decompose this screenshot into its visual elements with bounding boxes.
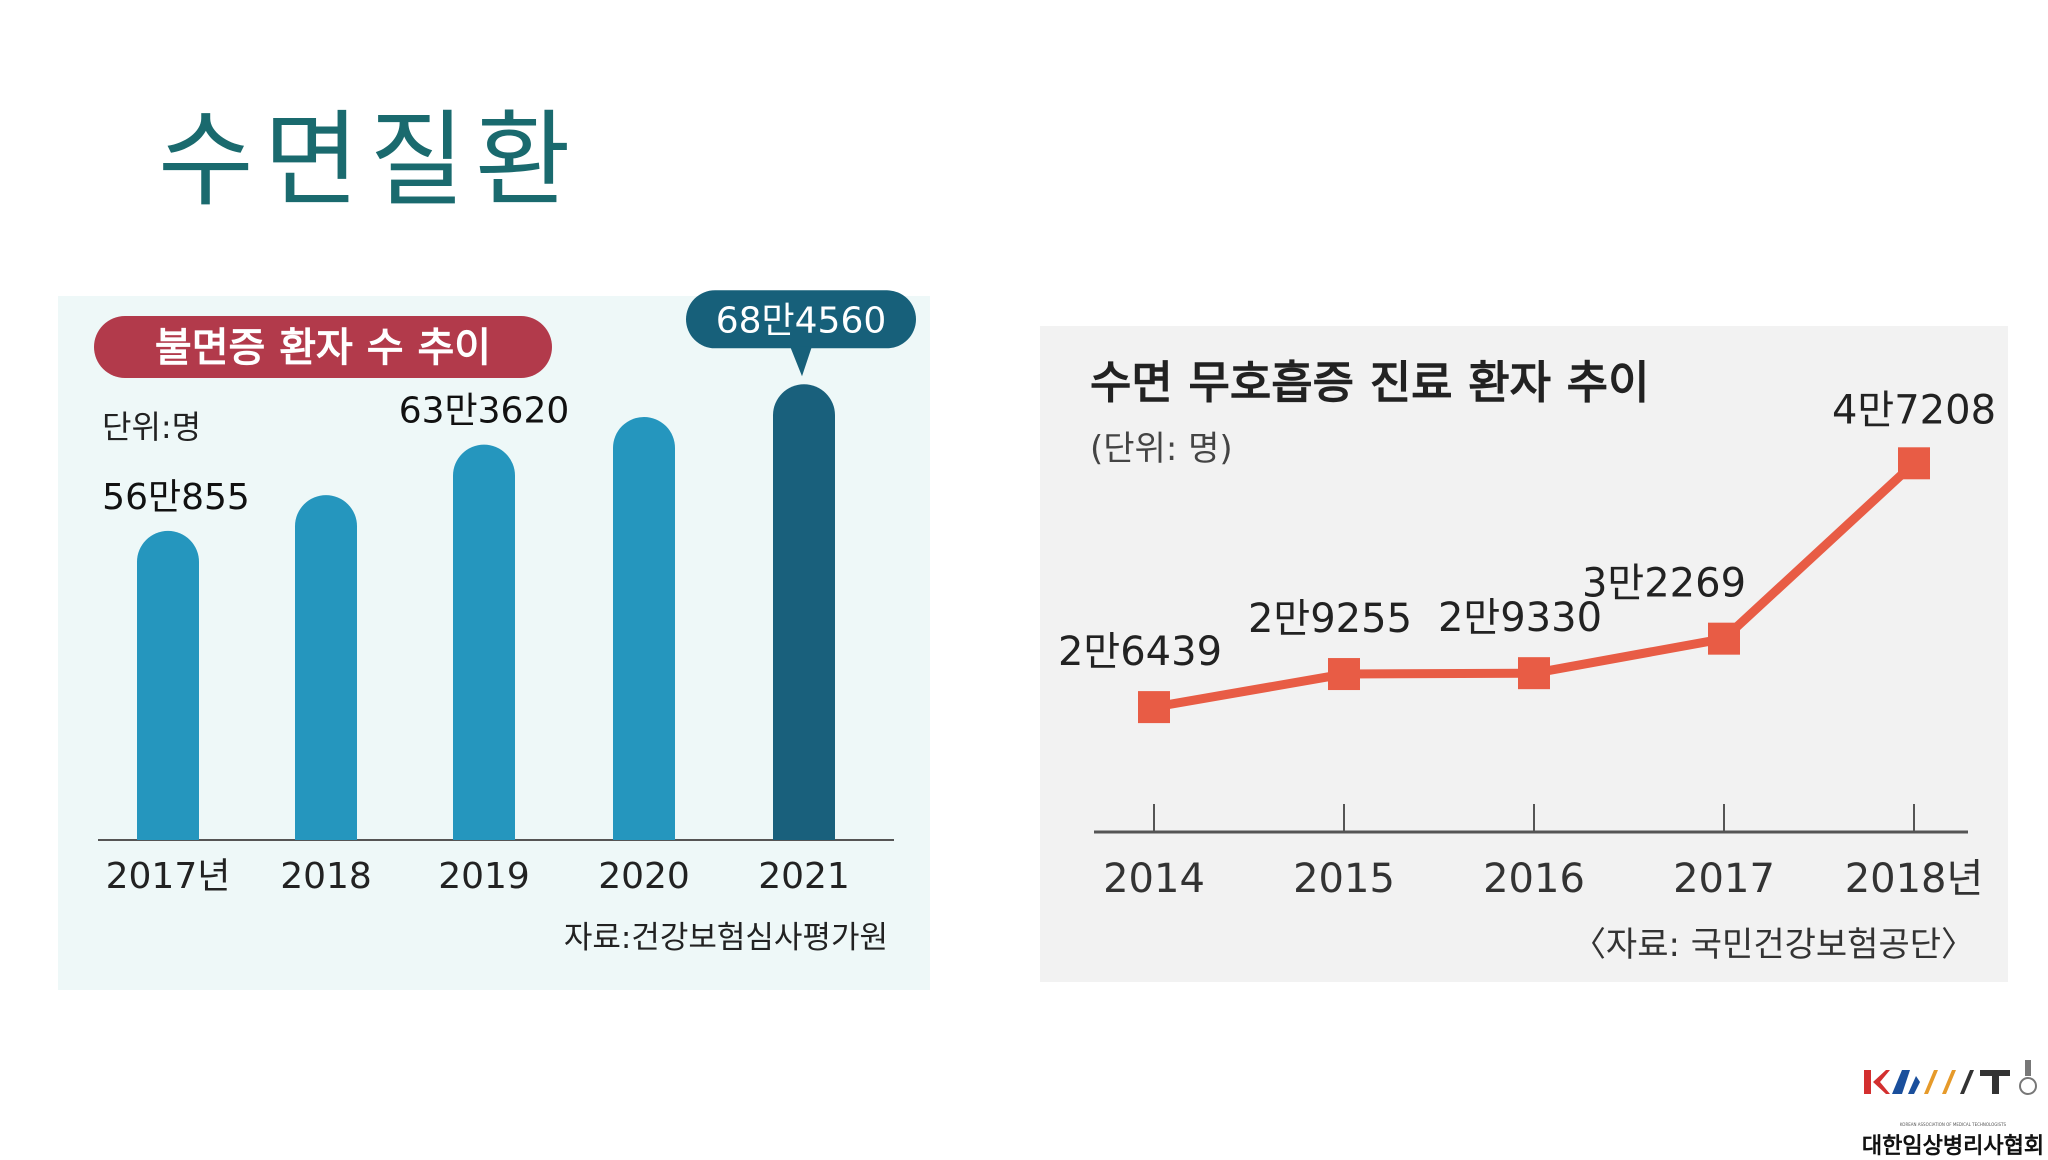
x-tick-label: 2019 — [438, 856, 530, 897]
unit-label: 단위:명 — [102, 408, 201, 446]
source-label: 자료:건강보험심사평가원 — [564, 920, 888, 956]
x-tick-label: 2016 — [1483, 856, 1585, 902]
data-point — [1708, 622, 1740, 655]
data-point — [1518, 657, 1550, 690]
bar — [295, 495, 357, 840]
x-tick-label: 2017 — [1673, 856, 1775, 902]
insomnia-chart-panel: 불면증 환자 수 추이 단위:명 자료:건강보험심사평가원 2017년 56만85… — [58, 290, 930, 990]
callout-pointer — [790, 346, 812, 377]
x-tick-label: 2014 — [1103, 856, 1205, 902]
data-point — [1898, 447, 1930, 480]
source-label: 〈자료: 국민건강보험공단〉 — [1572, 925, 1975, 965]
chart-title: 불면증 환자 수 추이 — [155, 325, 491, 371]
unit-label: (단위: 명) — [1090, 429, 1233, 469]
callout-badge — [686, 290, 916, 349]
data-label: 3만2269 — [1582, 561, 1746, 607]
x-tick-label: 2021 — [758, 856, 850, 897]
x-tick-label: 2018년 — [1845, 856, 1984, 902]
bar — [453, 444, 515, 840]
chart-title-badge — [94, 316, 552, 378]
x-tick-label: 2018 — [280, 856, 372, 897]
apnea-line-chart: 수면 무호흡증 진료 환자 추이 (단위: 명) 〈자료: 국민건강보험공단〉 … — [1058, 356, 1996, 965]
chart-title: 수면 무호흡증 진료 환자 추이 — [1090, 356, 1649, 409]
organization-logo: KOREAN ASSOCIATION OF MEDICAL TECHNOLOGI… — [1858, 1056, 2048, 1159]
x-tick-label: 2015 — [1293, 856, 1395, 902]
data-label: 68만4560 — [716, 300, 887, 341]
data-label: 2만6439 — [1058, 629, 1222, 675]
page-title: 수면질환 — [158, 99, 581, 221]
data-label: 2만9330 — [1438, 595, 1602, 641]
data-label: 2만9255 — [1248, 596, 1412, 642]
data-label: 56만855 — [102, 477, 250, 518]
bar — [773, 384, 835, 840]
insomnia-bar-chart: 불면증 환자 수 추이 단위:명 자료:건강보험심사평가원 2017년 56만85… — [94, 290, 916, 956]
kamt-logo-mark — [1864, 1060, 2037, 1095]
bar — [613, 416, 675, 840]
logo-tagline: KOREAN ASSOCIATION OF MEDICAL TECHNOLOGI… — [1899, 1122, 2007, 1127]
apnea-chart-panel: 수면 무호흡증 진료 환자 추이 (단위: 명) 〈자료: 국민건강보험공단〉 … — [1040, 326, 2008, 982]
data-point — [1138, 691, 1170, 724]
data-point — [1328, 658, 1360, 691]
logo-organization-name: 대한임상병리사협회 — [1861, 1134, 2045, 1159]
data-label: 4만7208 — [1832, 387, 1996, 433]
bar — [137, 530, 199, 840]
x-tick-label: 2017년 — [106, 856, 231, 897]
data-label: 63만3620 — [399, 391, 570, 432]
x-tick-label: 2020 — [598, 856, 690, 897]
